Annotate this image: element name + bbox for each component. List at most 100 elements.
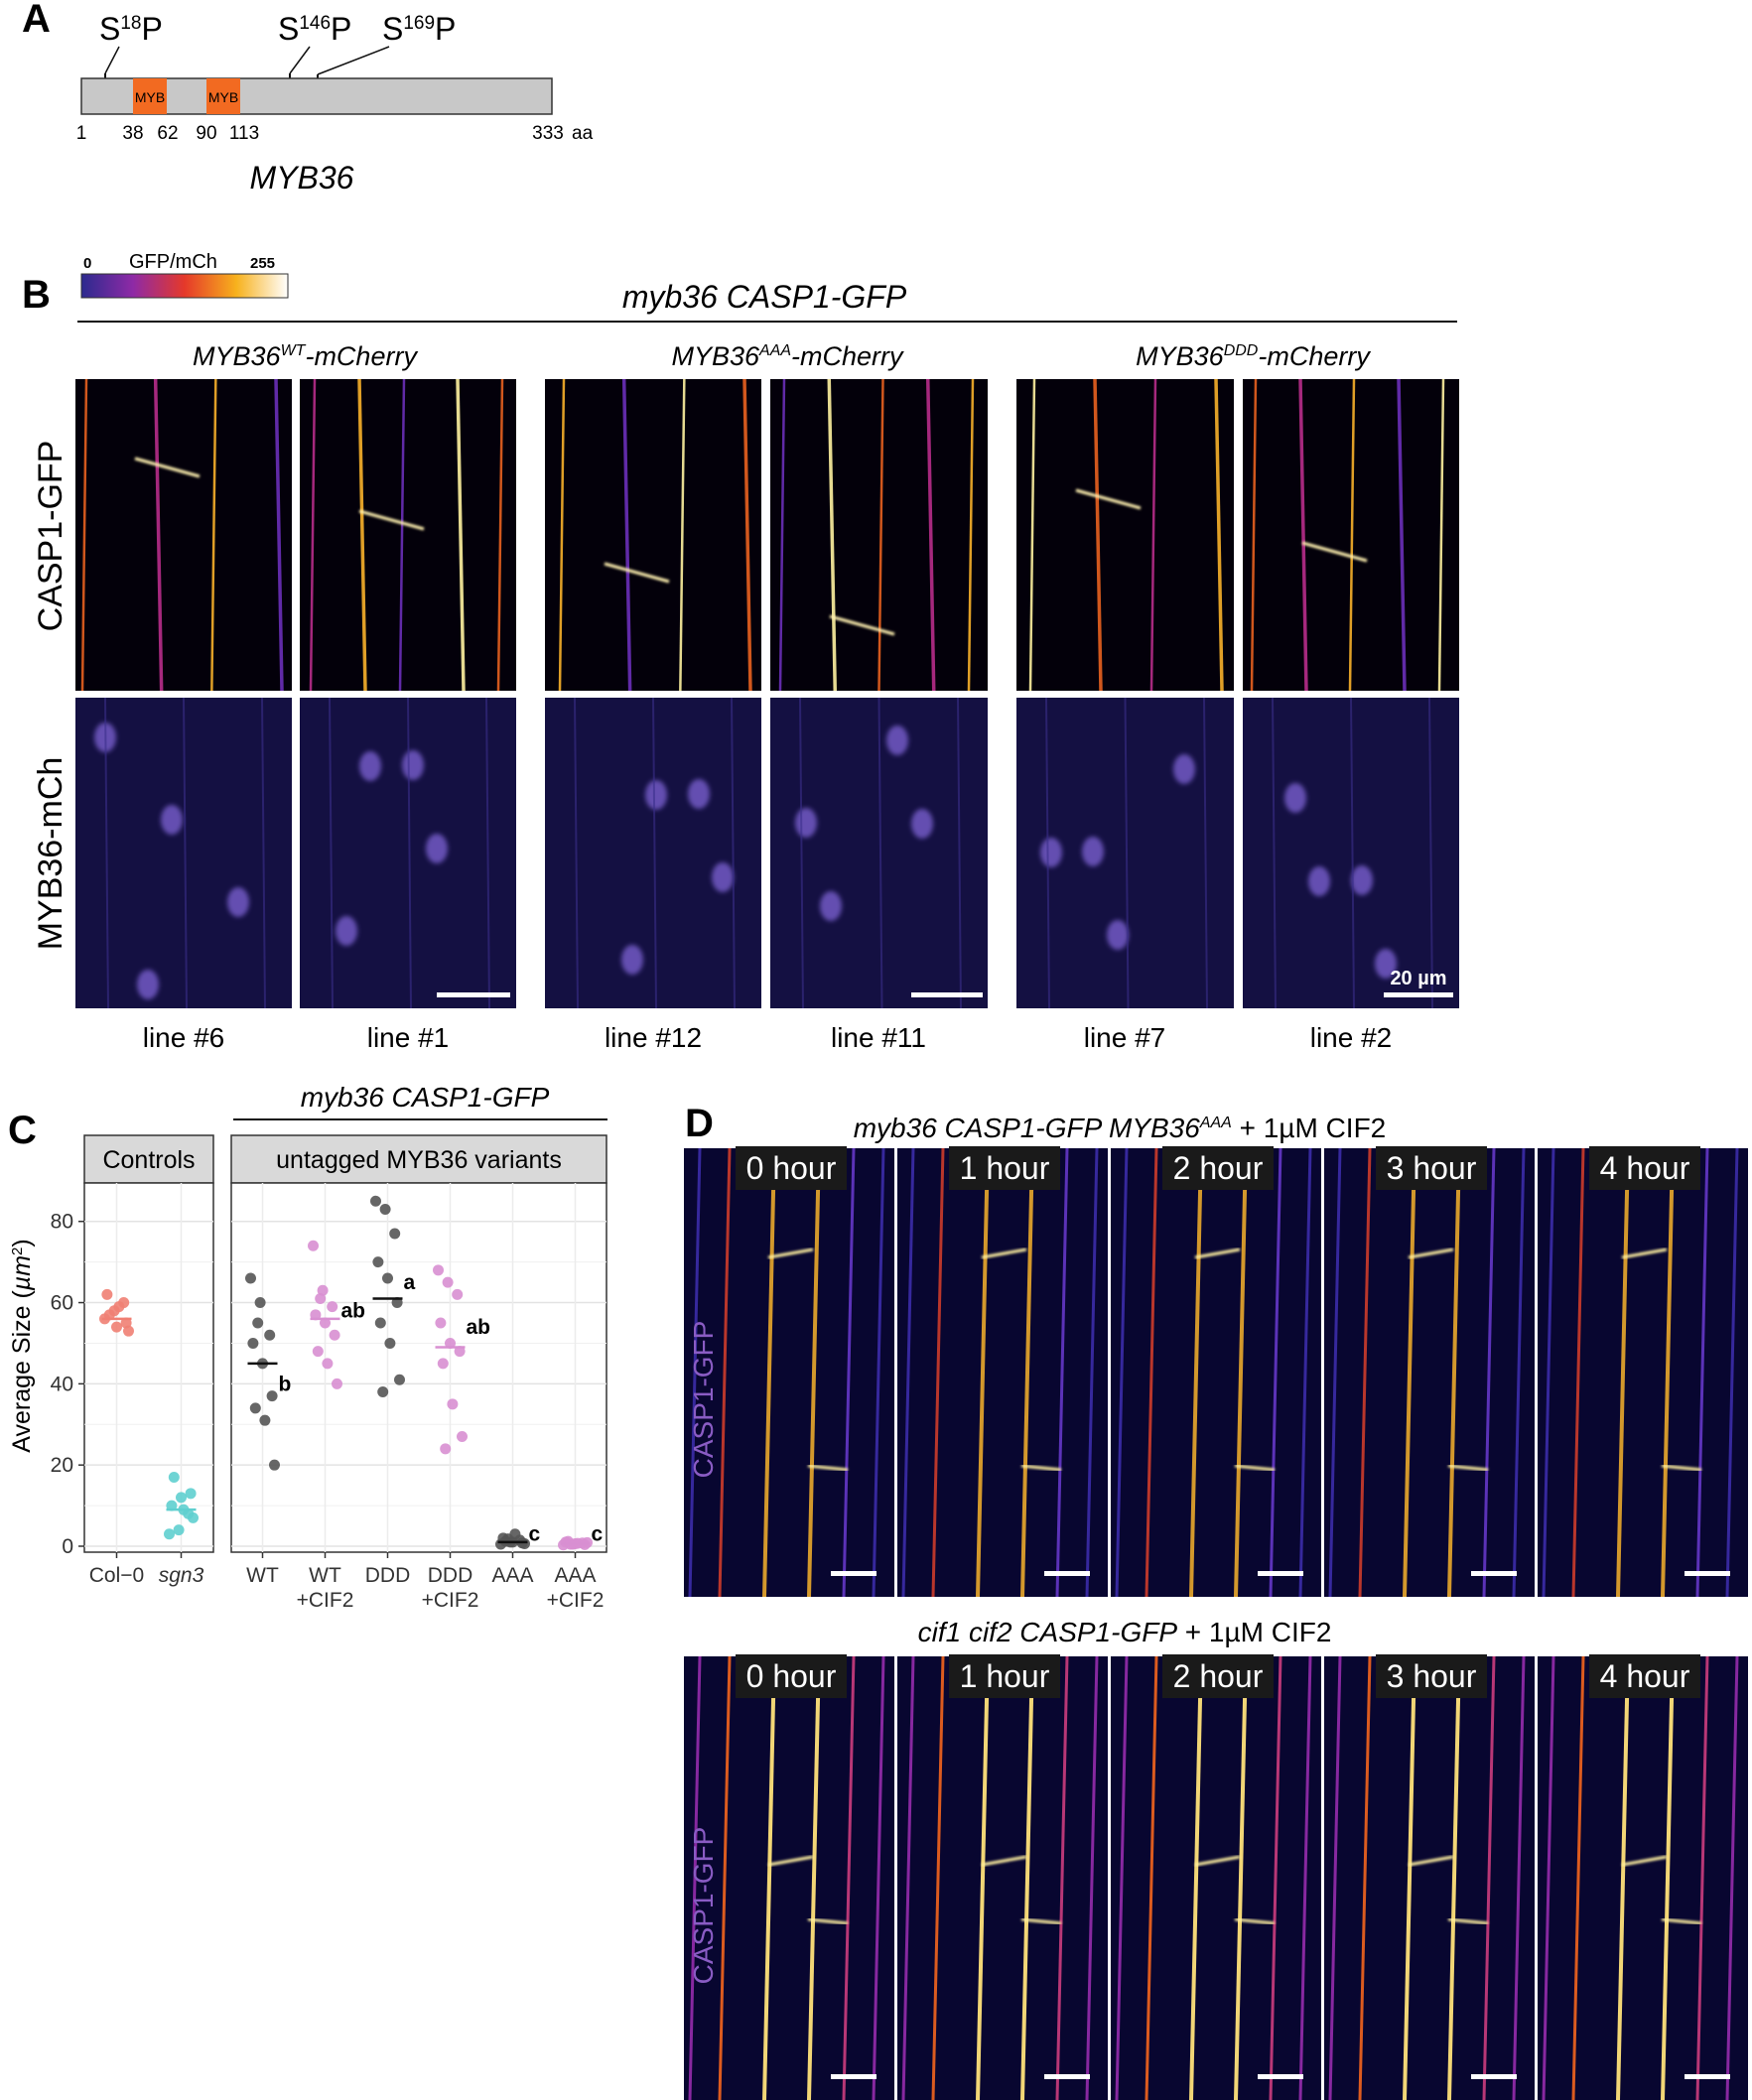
data-point — [101, 1288, 113, 1300]
data-point — [445, 1337, 456, 1349]
panel-c: C myb36 CASP1-GFP Controls untagged MYB3… — [8, 1082, 607, 1612]
scale-bar — [831, 1571, 876, 1576]
data-point — [123, 1325, 134, 1337]
line-label: line #7 — [1084, 1022, 1166, 1053]
row-label-casp1-gfp: CASP1-GFP — [32, 441, 69, 632]
frame-row2-0h — [684, 1656, 894, 2100]
data-point — [382, 1272, 393, 1284]
micrograph-gfp — [1250, 378, 1445, 692]
panel-d-row2-title: cif1 cif2 CASP1-GFP + 1µM CIF2 — [918, 1617, 1332, 1647]
line-labels: line #6 line #1 line #12 line #11 line #… — [143, 1022, 1393, 1053]
timelapse-frame-cells — [901, 1655, 1099, 2100]
time-label: 3 hour — [1387, 1150, 1477, 1186]
svg-text:GFP/mCh: GFP/mCh — [129, 251, 217, 273]
micrograph-mch — [574, 697, 736, 1009]
svg-text:38: 38 — [122, 123, 143, 144]
casp1-gfp-images — [75, 379, 1459, 691]
row-label-d2: CASP1-GFP — [688, 1827, 719, 1985]
data-point — [315, 1292, 327, 1304]
data-point — [389, 1228, 401, 1240]
myb36-mch-images — [75, 698, 1459, 1008]
panel-c-title: myb36 CASP1-GFP — [301, 1082, 550, 1113]
myb-domain-2-label: MYB — [208, 89, 238, 105]
data-point — [269, 1459, 280, 1471]
y-tick-label: 20 — [51, 1454, 73, 1477]
image-gfp-line1 — [300, 379, 516, 691]
data-point — [454, 1346, 466, 1358]
frame-row1-2h — [1111, 1148, 1321, 1597]
timelapse-frame-cells — [1328, 1655, 1526, 2100]
svg-text:255: 255 — [250, 255, 275, 272]
data-point — [437, 1358, 449, 1370]
timelapse-frame-cells — [1542, 1655, 1739, 2100]
y-tick-label: 40 — [51, 1373, 73, 1395]
data-point — [379, 1203, 391, 1215]
data-point — [435, 1317, 447, 1329]
svg-text:S18P: S18P — [99, 11, 163, 47]
frame-row2-3h — [1324, 1656, 1535, 2100]
data-point — [103, 1309, 115, 1321]
scale-bar — [1471, 2074, 1517, 2079]
time-label: 1 hour — [960, 1150, 1050, 1186]
scale-bar — [1685, 2074, 1730, 2079]
data-point — [370, 1195, 381, 1207]
time-label: 0 hour — [746, 1658, 837, 1694]
significance-letter: ab — [341, 1300, 366, 1323]
line-label: line #11 — [831, 1022, 926, 1053]
svg-text:S169P: S169P — [382, 11, 456, 47]
data-point — [166, 1500, 178, 1511]
scale-bar-1 — [437, 992, 510, 997]
data-point — [447, 1398, 459, 1410]
data-point — [245, 1272, 256, 1284]
row-label-d1: CASP1-GFP — [688, 1321, 719, 1479]
svg-text:113: 113 — [229, 123, 259, 144]
data-point — [111, 1321, 122, 1333]
timelapse-row-2 — [684, 1656, 1748, 2100]
data-point — [394, 1374, 405, 1385]
facet-label-variants: untagged MYB36 variants — [276, 1146, 562, 1174]
line-label: line #2 — [1310, 1022, 1393, 1053]
x-tick-label: WT — [309, 1564, 341, 1587]
y-axis-label: Average Size (µm2) — [8, 1239, 36, 1452]
panel-d: D myb36 CASP1-GFP MYB36AAA + 1µM CIF2 ci… — [684, 1102, 1748, 2100]
myb-domain-1 — [133, 78, 167, 114]
data-point — [249, 1402, 261, 1414]
timelapse-frame-cells — [688, 1655, 885, 2100]
panel-letter-b: B — [22, 273, 51, 317]
time-labels-row1: 0 hour 1 hour 2 hour 3 hour 4 hour — [736, 1146, 1700, 1190]
scale-bar-label: 20 µm — [1390, 968, 1446, 989]
svg-text:1: 1 — [76, 123, 87, 144]
data-point — [113, 1301, 125, 1313]
svg-text:62: 62 — [157, 123, 178, 144]
image-gfp-line7 — [1016, 379, 1234, 691]
data-point — [312, 1346, 324, 1358]
data-point — [442, 1276, 454, 1288]
data-point — [327, 1301, 338, 1313]
data-point — [266, 1390, 278, 1402]
data-point — [185, 1488, 197, 1500]
micrograph-gfp — [778, 378, 975, 692]
scale-bar — [1258, 1571, 1303, 1576]
data-point — [252, 1317, 264, 1329]
x-tick-label: WT — [246, 1564, 279, 1587]
panel-b: B 0 GFP/mCh 255 myb36 CASP1-GFP MYB36WT-… — [22, 251, 1459, 1053]
data-point — [329, 1329, 340, 1341]
line-label: line #12 — [605, 1022, 702, 1053]
x-tick-label: +CIF2 — [297, 1589, 354, 1612]
panel-letter-a: A — [22, 0, 51, 41]
data-point — [332, 1378, 342, 1389]
panel-d-row1-title: myb36 CASP1-GFP MYB36AAA + 1µM CIF2 — [854, 1113, 1387, 1143]
significance-letter: b — [279, 1373, 292, 1395]
data-point — [391, 1297, 403, 1309]
panel-b-title: myb36 CASP1-GFP — [622, 279, 907, 315]
facet-strip-variants — [230, 1134, 607, 1184]
row-label-myb36-mch: MYB36-mCh — [32, 757, 69, 951]
scale-bar — [1044, 1571, 1090, 1576]
svg-text:333: 333 — [532, 123, 564, 144]
x-tick-label: DDD — [428, 1564, 473, 1587]
data-point — [247, 1337, 259, 1349]
x-tick-label: +CIF2 — [547, 1589, 605, 1612]
data-point — [452, 1288, 464, 1300]
protein-name: MYB36 — [250, 160, 354, 196]
